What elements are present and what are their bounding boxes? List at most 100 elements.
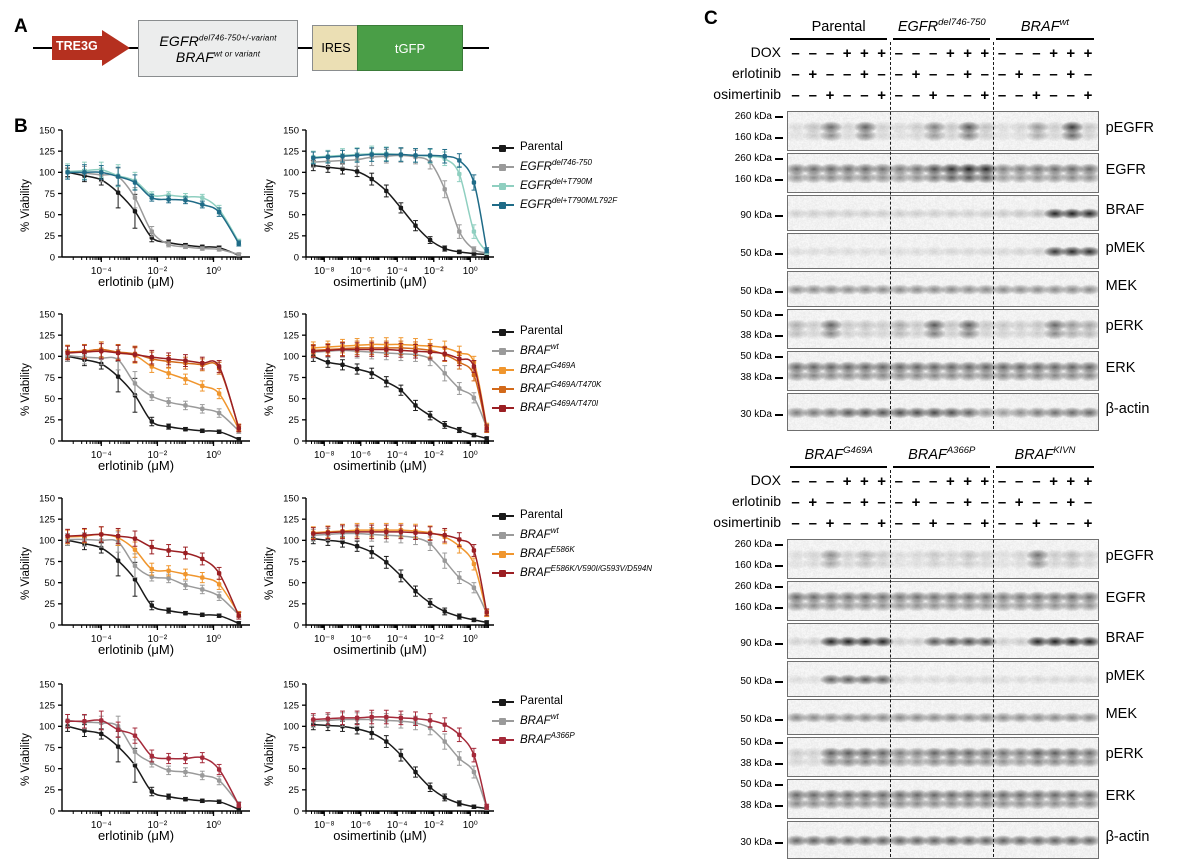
mw-marker-tick	[775, 742, 783, 744]
treatment-symbol: –	[806, 45, 820, 62]
construct-backbone-right	[459, 47, 489, 49]
mw-marker-label: 160 kDa	[706, 174, 772, 185]
legend-item[interactable]: BRAFG469A	[492, 360, 601, 379]
legend-item[interactable]: BRAFG469A/T470K	[492, 379, 601, 398]
legend-item[interactable]: Parental	[492, 692, 575, 711]
gene-line-egfr: EGFRdel746-750+/-variant	[159, 33, 276, 49]
treatment-symbol: –	[823, 45, 837, 62]
svg-text:25: 25	[44, 785, 55, 796]
legend-item-label: EGFRdel+T790M	[520, 178, 592, 192]
treatment-symbol: –	[892, 473, 906, 490]
legend-marker-icon	[492, 384, 514, 393]
mw-marker-label: 38 kDa	[706, 758, 772, 769]
protein-label: pMEK	[1106, 668, 1146, 684]
legend-item[interactable]: BRAFE586K	[492, 544, 652, 563]
protein-label: pERK	[1106, 746, 1144, 762]
treatment-symbol: +	[875, 45, 889, 62]
svg-text:50: 50	[288, 394, 299, 405]
treatment-label: DOX	[751, 44, 781, 60]
svg-text:100: 100	[283, 352, 299, 363]
treatment-symbol: –	[995, 45, 1009, 62]
protein-label: pERK	[1106, 318, 1144, 334]
blot-group-rule	[893, 38, 990, 40]
svg-text:25: 25	[288, 415, 299, 426]
treatment-symbol: +	[926, 515, 940, 532]
treatment-symbol: –	[926, 66, 940, 83]
legend-marker-icon	[492, 735, 514, 744]
treatment-symbol: +	[961, 66, 975, 83]
svg-text:125: 125	[39, 515, 55, 526]
treatment-symbol: –	[823, 473, 837, 490]
svg-text:100: 100	[283, 536, 299, 547]
svg-text:150: 150	[39, 679, 55, 690]
legend-item[interactable]: BRAFE586K/V590I/G593V/D594N	[492, 563, 652, 582]
treatment-symbol: +	[857, 45, 871, 62]
legend-item[interactable]: BRAFwt	[492, 711, 575, 730]
treatment-symbol: –	[875, 494, 889, 511]
legend-item-label: EGFRdel+T790M/L792F	[520, 197, 617, 211]
treatment-symbol: +	[857, 66, 871, 83]
protein-label: pMEK	[1106, 240, 1146, 256]
treatment-symbol: –	[875, 66, 889, 83]
plot-row: % Viability 0 25 50 75 100 125 150 10⁻⁴ 10⁻² 10⁰ er…	[0, 668, 720, 854]
blot-group-divider	[890, 42, 891, 429]
plot-braf-g469a-osimertinib: % Viability 0 25 50 75 100 125 150 10⁻⁸ 10⁻⁶ 10⁻⁴ 1…	[260, 298, 500, 484]
blot-group-rule	[790, 38, 887, 40]
svg-text:75: 75	[44, 373, 55, 384]
legend-marker-icon	[492, 549, 514, 558]
mw-marker-tick	[775, 215, 783, 217]
panel-c-western-blots: C Parental EGFRdel746-750 BRAFwt DOX – – – + + + –…	[700, 0, 1199, 852]
legend-item[interactable]: EGFRdel+T790M	[492, 176, 617, 195]
svg-text:75: 75	[44, 557, 55, 568]
blot-row-pERK	[787, 309, 1099, 349]
plot-legend: Parental BRAFwt BRAFG469A BRAFG469A/T470K BR…	[492, 322, 601, 417]
blot-group-divider	[993, 42, 994, 429]
mw-marker-tick	[775, 681, 783, 683]
plot-egfr-osimertinib: % Viability 0 25 50 75 100 125 150 10⁻⁸ 10⁻⁶ 10⁻⁴ 1…	[260, 114, 500, 300]
legend-item[interactable]: Parental	[492, 138, 617, 157]
treatment-symbol: –	[926, 45, 940, 62]
legend-item[interactable]: BRAFwt	[492, 341, 601, 360]
treatment-label: erlotinib	[732, 493, 781, 509]
legend-item[interactable]: Parental	[492, 322, 601, 341]
svg-text:125: 125	[283, 701, 299, 712]
legend-item-label: BRAFwt	[520, 527, 559, 541]
svg-text:75: 75	[288, 373, 299, 384]
legend-item-label: BRAFE586K	[520, 546, 575, 560]
svg-text:0: 0	[50, 252, 55, 263]
plot-row: % Viability 0 25 50 75 100 125 150 10⁻⁴ 10⁻² 10⁰ er…	[0, 298, 720, 484]
blot-group-name: BRAFA366P	[890, 445, 993, 463]
mw-marker-label: 38 kDa	[706, 330, 772, 341]
blot-group-name: Parental	[787, 19, 890, 35]
mw-marker-label: 50 kDa	[706, 779, 772, 790]
treatment-symbol: –	[1012, 45, 1026, 62]
treatment-symbol: +	[1081, 87, 1095, 104]
legend-marker-icon	[492, 200, 514, 209]
legend-item[interactable]: BRAFA366P	[492, 730, 575, 749]
legend-item[interactable]: EGFRdel+T790M/L792F	[492, 195, 617, 214]
treatment-symbol: +	[1064, 45, 1078, 62]
protein-label: pEGFR	[1106, 548, 1154, 564]
treatment-symbol: +	[978, 515, 992, 532]
treatment-symbol: –	[909, 473, 923, 490]
legend-item[interactable]: EGFRdel746-750	[492, 157, 617, 176]
treatment-row-osimertinib: osimertinib – – + – – + – – + – – + – – + – – +	[700, 86, 1199, 107]
blot-row-pEGFR	[787, 111, 1099, 151]
svg-text:150: 150	[39, 125, 55, 136]
treatment-symbol: –	[909, 45, 923, 62]
legend-item-label: EGFRdel746-750	[520, 159, 592, 173]
treatment-symbol: –	[1012, 473, 1026, 490]
mw-marker-label: 90 kDa	[706, 638, 772, 649]
legend-item[interactable]: Parental	[492, 506, 652, 525]
treatment-symbol: +	[978, 473, 992, 490]
treatment-symbol: –	[806, 515, 820, 532]
blot-row-BRAF	[787, 195, 1099, 231]
legend-item[interactable]: BRAFwt	[492, 525, 652, 544]
mw-marker-label: 160 kDa	[706, 560, 772, 571]
treatment-symbol: +	[1012, 494, 1026, 511]
legend-item[interactable]: BRAFG469A/T470I	[492, 398, 601, 417]
mw-marker-tick	[775, 377, 783, 379]
treatment-symbol: –	[892, 45, 906, 62]
treatment-symbol: –	[789, 515, 803, 532]
blot-row-ERK	[787, 779, 1099, 819]
